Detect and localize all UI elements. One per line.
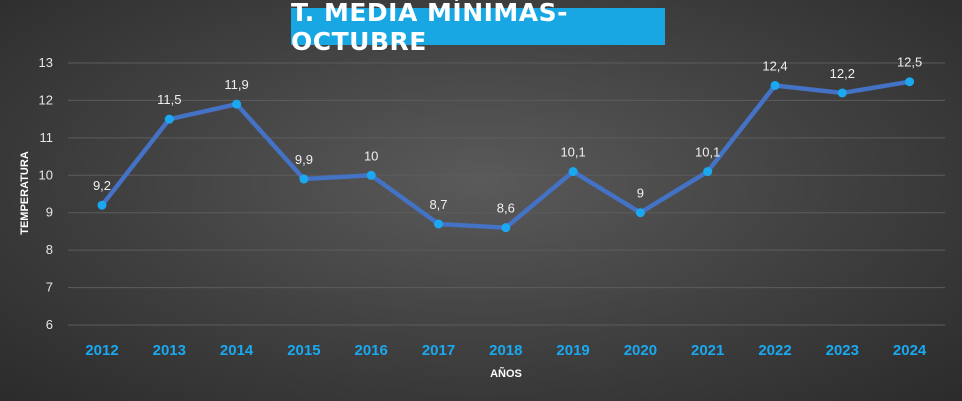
data-label-2023: 12,2 (830, 66, 855, 81)
y-tick-9: 9 (46, 205, 53, 220)
data-label-2012: 9,2 (93, 178, 111, 193)
data-point-2018 (501, 223, 511, 233)
data-labels: 9,2 11,5 11,9 9,9 10 8,7 8,6 10,1 9 10,1 12,4 12,2 1… (93, 55, 922, 216)
y-tick-12: 12 (39, 92, 53, 107)
data-label-2018: 8,6 (497, 201, 515, 216)
data-point-2016 (366, 170, 376, 180)
data-point-2022 (770, 80, 780, 90)
y-tick-6: 6 (46, 317, 53, 332)
data-label-2022: 12,4 (762, 58, 787, 73)
data-label-2021: 10,1 (695, 145, 720, 160)
x-tick-2013: 2013 (153, 342, 186, 359)
data-label-2019: 10,1 (560, 145, 585, 160)
data-point-2023 (837, 88, 847, 98)
data-label-2024: 12,5 (897, 55, 922, 70)
y-tick-10: 10 (39, 167, 53, 182)
x-tick-2022: 2022 (758, 342, 791, 359)
data-point-2012 (97, 200, 107, 210)
gridlines (68, 62, 945, 326)
data-point-2015 (299, 174, 309, 184)
x-tick-2019: 2019 (556, 342, 589, 359)
data-label-2015: 9,9 (295, 152, 313, 167)
data-point-2014 (232, 99, 242, 109)
y-tick-13: 13 (39, 55, 53, 70)
data-point-2020 (635, 208, 645, 218)
y-axis-title: TEMPERATURA (19, 151, 31, 235)
data-label-2017: 8,7 (429, 197, 447, 212)
y-tick-7: 7 (46, 280, 53, 295)
x-tick-2020: 2020 (624, 342, 657, 359)
x-tick-labels: 2012 2013 2014 2015 2016 2017 2018 2019 2020 2021… (85, 342, 927, 359)
data-label-2014: 11,9 (224, 77, 248, 92)
data-point-2024 (905, 77, 915, 87)
data-point-2019 (568, 167, 578, 177)
y-tick-labels: 6 7 8 9 10 11 12 13 (39, 55, 53, 332)
y-tick-8: 8 (46, 242, 53, 257)
data-points (97, 77, 915, 233)
data-point-2021 (703, 167, 713, 177)
x-tick-2018: 2018 (489, 342, 522, 359)
x-tick-2024: 2024 (893, 342, 927, 359)
x-tick-2016: 2016 (355, 342, 388, 359)
x-tick-2023: 2023 (826, 342, 859, 359)
data-point-2013 (164, 114, 174, 124)
data-label-2020: 9 (637, 186, 644, 201)
x-tick-2014: 2014 (220, 342, 254, 359)
x-tick-2012: 2012 (85, 342, 118, 359)
data-point-2017 (434, 219, 443, 229)
data-label-2016: 10 (364, 148, 378, 163)
x-axis-title: AÑOS (490, 367, 522, 380)
x-tick-2021: 2021 (691, 342, 724, 359)
y-tick-11: 11 (40, 130, 54, 145)
x-tick-2017: 2017 (422, 342, 455, 359)
data-label-2013: 11,5 (157, 92, 181, 107)
x-tick-2015: 2015 (287, 342, 320, 359)
